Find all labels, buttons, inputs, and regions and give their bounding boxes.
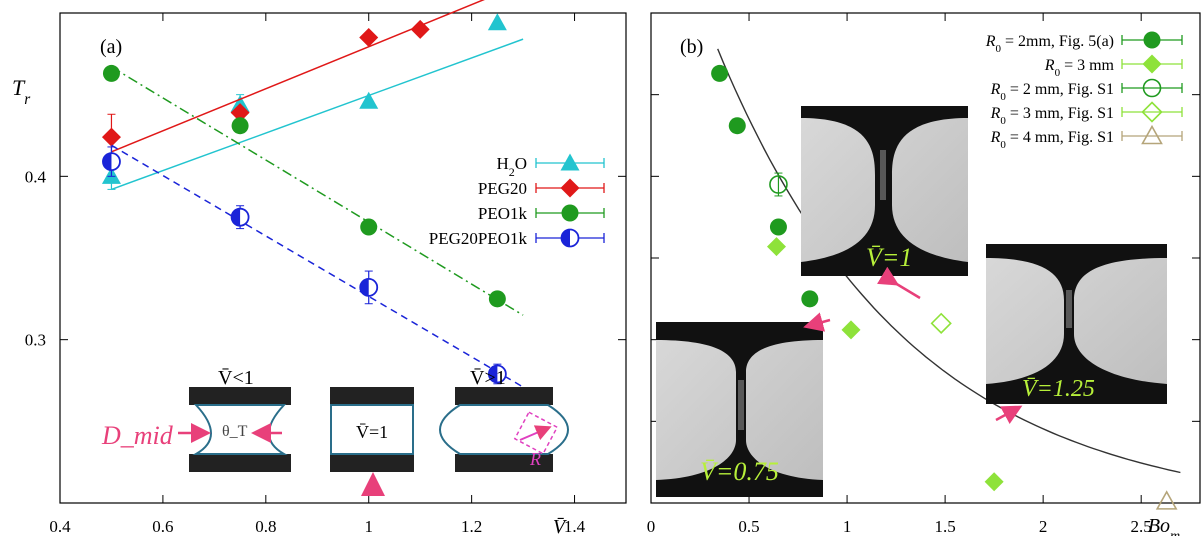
data-point <box>711 64 729 82</box>
fit-line <box>111 144 524 388</box>
inset-label: V̄=0.75 <box>700 457 779 486</box>
radius-box <box>513 411 559 455</box>
data-point <box>488 290 506 308</box>
data-point <box>102 152 121 172</box>
schematic-plate <box>189 387 291 405</box>
panel-a-frame <box>59 12 627 504</box>
legend-label: R0 = 3 mm <box>1044 57 1115 79</box>
x-tick-label: 2 <box>1039 517 1048 536</box>
inset-photo-3: V̄=1.25 <box>986 244 1167 404</box>
data-point <box>728 117 746 135</box>
data-point <box>769 218 787 236</box>
data-point <box>801 290 819 308</box>
schematic-dmid: D_mid <box>101 421 174 450</box>
legend-marker <box>561 204 579 222</box>
y-tick-label: 0.4 <box>25 167 47 186</box>
legend-marker <box>560 178 580 198</box>
schematic-label-gt: V̄>1 <box>470 367 506 389</box>
x-tick-label: 0.5 <box>738 517 759 536</box>
x-axis-label: V̄ <box>553 516 568 536</box>
inset-photo-1: V̄=1 <box>801 106 968 276</box>
data-point <box>487 364 507 384</box>
data-point <box>1155 490 1178 510</box>
data-point <box>841 320 861 340</box>
schematic-liquid-bridge <box>439 404 569 455</box>
data-point <box>359 91 379 109</box>
schematic-liquid-bridge <box>330 404 414 455</box>
data-point <box>766 237 786 257</box>
panel-a-label: (a) <box>100 36 122 58</box>
legend-label: PEG20 <box>478 179 527 198</box>
schematic-label-eq: V̄=1 <box>356 422 388 442</box>
legend-marker <box>1143 31 1161 49</box>
schematic-label-lt: V̄<1 <box>218 367 254 389</box>
x-tick-label: 1.2 <box>461 517 482 536</box>
legend-marker <box>1142 78 1162 98</box>
x-tick-label: 0 <box>647 517 656 536</box>
x-tick-label: 1.5 <box>934 517 955 536</box>
x-tick-label: 0.4 <box>49 517 71 536</box>
inset-arrow <box>995 405 1023 424</box>
legend-marker <box>1142 54 1162 74</box>
radius-arrow <box>519 425 552 441</box>
data-point <box>410 19 430 39</box>
panel-a: 0.4 0.6 0.8 1 1.2 1.40.30.4TrV̄H2OPEG20PEO1kP… <box>12 0 626 538</box>
legend-label: PEO1k <box>478 204 528 223</box>
x-tick-label: 1 <box>364 517 373 536</box>
schematic-plate <box>330 454 414 472</box>
data-point <box>769 175 788 194</box>
legend-marker <box>560 228 580 248</box>
legend-label: R0 = 2 mm, Fig. S1 <box>990 81 1114 103</box>
inset-label: V̄=1.25 <box>1022 376 1095 402</box>
data-point <box>984 472 1004 492</box>
y-axis-label: Tr <box>12 75 31 108</box>
schematic-radius: R <box>529 449 541 469</box>
data-point <box>231 117 249 135</box>
x-tick-label: 1 <box>843 517 852 536</box>
legend-label: PEG20PEO1k <box>429 229 528 248</box>
data-point <box>359 277 379 297</box>
data-point <box>230 103 250 123</box>
schematic-plate <box>455 454 553 472</box>
schematic-plate <box>455 387 553 405</box>
legend-label: R0 = 3 mm, Fig. S1 <box>990 105 1114 127</box>
x-tick-label: 0.6 <box>152 517 173 536</box>
x-tick-label: 2.5 <box>1131 517 1152 536</box>
x-axis-label: Bom <box>1148 515 1180 536</box>
data-point <box>230 207 250 227</box>
data-point <box>101 127 121 147</box>
y-tick-label: 0.3 <box>25 331 46 350</box>
schematic-plate <box>330 387 414 405</box>
data-point <box>930 312 952 334</box>
schematic-theta: θ_T <box>222 423 248 440</box>
x-tick-label: 0.8 <box>255 517 276 536</box>
inset-arrow <box>876 266 921 300</box>
x-tick-label: 1.4 <box>564 517 586 536</box>
data-point <box>359 28 379 47</box>
fit-line <box>111 38 524 191</box>
legend-label: R0 = 4 mm, Fig. S1 <box>990 129 1114 151</box>
inset-photo-2: V̄=0.75 <box>656 322 823 497</box>
data-point <box>102 64 120 82</box>
data-point <box>487 13 507 31</box>
legend-label: H2O <box>496 154 527 179</box>
fit-line <box>111 0 485 153</box>
photo-insets: V̄=1 V̄=0.75 V̄=1.25 <box>656 106 1167 497</box>
fit-curve <box>717 48 1181 474</box>
data-point <box>360 218 378 236</box>
legend-marker <box>560 153 580 171</box>
panel-b-label: (b) <box>680 36 703 58</box>
legend-marker <box>1141 101 1163 123</box>
schematic: V̄<1 θ_T D_mid V̄=1 V̄>1 R <box>101 367 569 496</box>
fit-line <box>111 66 524 316</box>
legend-marker <box>1141 124 1163 145</box>
inset-arrow <box>803 312 831 332</box>
legend-label: R0 = 2mm, Fig. 5(a) <box>985 33 1114 55</box>
inset-label: V̄=1 <box>866 243 912 272</box>
schematic-plate <box>189 454 291 472</box>
